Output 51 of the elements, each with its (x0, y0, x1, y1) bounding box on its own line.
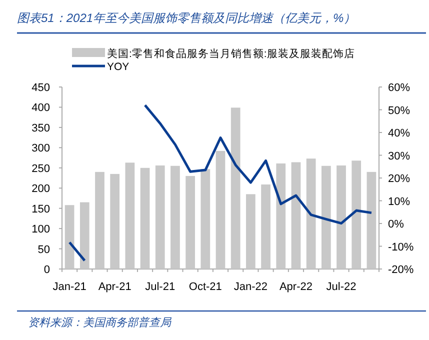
text: 资料来源：美国商务部普查局 (28, 316, 172, 329)
y2-tick-label: 60% (388, 82, 410, 94)
x-tick-label: Jul-22 (326, 281, 356, 293)
bar (64, 205, 74, 269)
bar (261, 184, 270, 269)
y-tick-label: 150 (32, 203, 50, 216)
legend-label: YOY (107, 61, 130, 73)
bar (246, 194, 256, 269)
bar (366, 172, 376, 269)
bar (321, 166, 331, 269)
y2-tick-label: 20% (388, 173, 410, 185)
bar (352, 160, 362, 269)
bar (170, 166, 180, 269)
bar (95, 172, 104, 269)
x-tick-label: Apr-22 (279, 281, 312, 293)
bar (291, 162, 301, 269)
y2-tick-label: 40% (388, 128, 410, 140)
y2-tick-label: 10% (388, 196, 410, 208)
x-tick-label: Jan-22 (234, 281, 268, 293)
y2-tick-label: -20% (388, 264, 414, 276)
bar (186, 176, 195, 269)
bar (336, 165, 346, 269)
x-tick-label: Apr-21 (98, 281, 132, 293)
bar (80, 202, 90, 269)
bar (306, 158, 316, 269)
y-tick-label: 0 (44, 264, 50, 276)
y-tick-label: 50 (38, 244, 50, 256)
y-tick-label: 100 (32, 224, 50, 236)
bar (230, 108, 240, 269)
y-tick-label: 450 (32, 82, 50, 94)
bar (276, 163, 286, 269)
chart-title: 图表51：2021年至今美国服饰零售额及同比增速（亿美元，%） (17, 11, 356, 25)
y-tick-label: 200 (32, 183, 50, 196)
y-tick-label: 250 (32, 162, 50, 175)
y-tick-label: 350 (32, 122, 50, 134)
bar (216, 150, 226, 269)
x-tick-label: Jul-21 (145, 281, 176, 293)
bar (110, 174, 120, 269)
bar (140, 168, 150, 269)
y2-tick-label: 0% (388, 218, 404, 230)
y-tick-label: 300 (32, 142, 50, 155)
y2-tick-label: 30% (388, 150, 410, 162)
x-tick-label: Jan-21 (52, 281, 86, 293)
y-tick-label: 400 (32, 102, 50, 114)
y2-tick-label: -10% (388, 241, 414, 254)
x-tick-label: Oct-21 (188, 281, 222, 293)
legend-label: 美国:零售和食品服务当月销售额:服装及服装配饰店 (107, 47, 355, 60)
y2-tick-label: 50% (388, 104, 410, 117)
bar (125, 162, 135, 269)
bar (155, 165, 165, 269)
bar (200, 169, 210, 269)
